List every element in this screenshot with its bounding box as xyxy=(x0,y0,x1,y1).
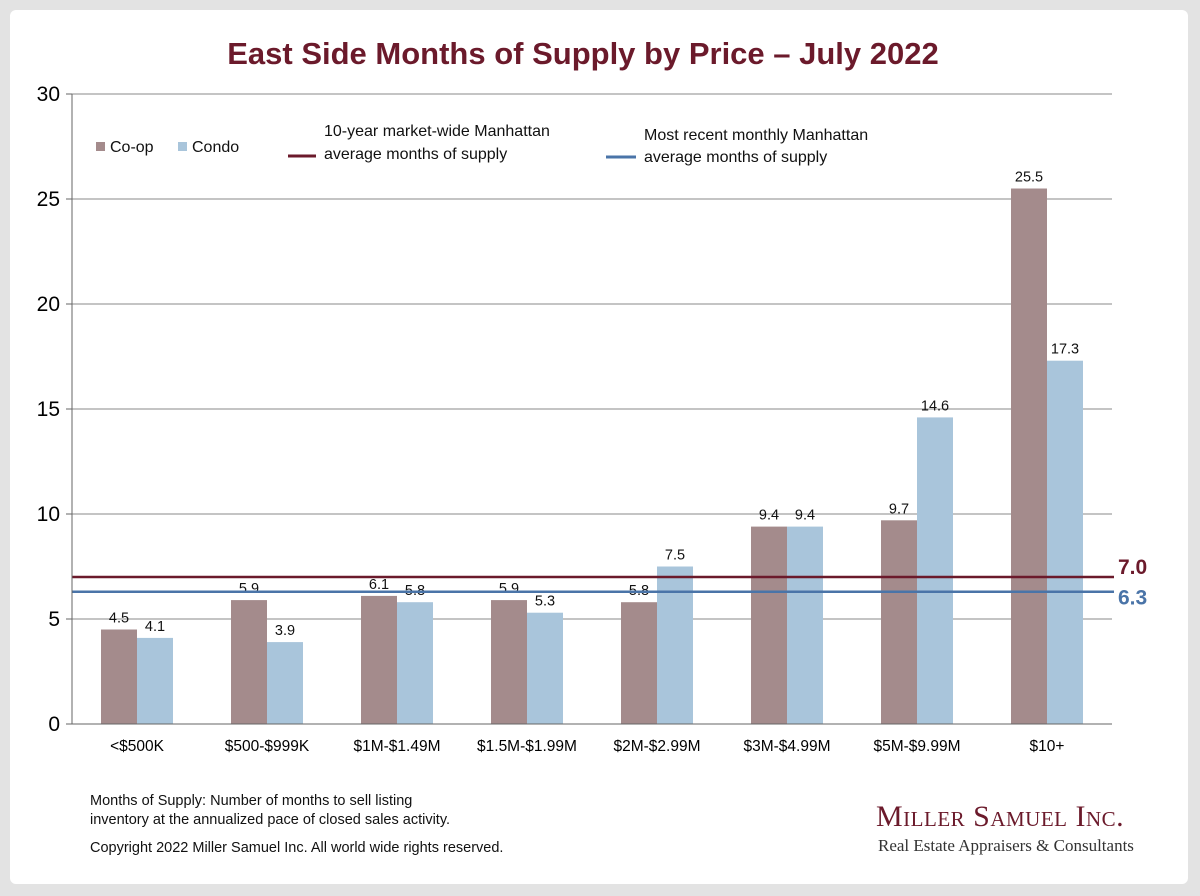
x-category-label: $3M-$4.99M xyxy=(743,738,830,755)
bar-value-label: 9.4 xyxy=(759,508,779,524)
bar-coop xyxy=(881,520,917,724)
y-tick-label: 5 xyxy=(48,608,60,631)
bar-value-label: 9.7 xyxy=(889,501,909,517)
bar-condo xyxy=(657,566,693,724)
bar-condo xyxy=(1047,360,1083,724)
bar-coop xyxy=(621,602,657,724)
legend-label-coop: Co-op xyxy=(110,139,154,156)
copyright: Copyright 2022 Miller Samuel Inc. All wo… xyxy=(90,840,504,856)
bar-value-label: 25.5 xyxy=(1015,170,1043,186)
chart-frame: East Side Months of Supply by Price – Ju… xyxy=(10,10,1188,884)
x-category-label: <$500K xyxy=(110,738,165,755)
bar-value-label: 14.6 xyxy=(921,398,949,414)
reference-lines: 7.06.3 xyxy=(72,556,1147,610)
footnote: Months of Supply: Number of months to se… xyxy=(90,792,450,830)
legend-swatch-condo xyxy=(178,142,187,151)
y-tick-label: 25 xyxy=(37,188,60,211)
bar-condo xyxy=(137,637,173,724)
x-category-label: $1.5M-$1.99M xyxy=(477,738,577,755)
legend-ref-10yr-line2: average months of supply xyxy=(324,146,507,163)
bar-value-label: 4.1 xyxy=(145,619,165,635)
reference-line-value: 7.0 xyxy=(1118,556,1147,579)
bar-value-label: 3.9 xyxy=(275,623,295,639)
bars: 4.54.15.93.96.1 5.8 5.95.35.87.59.4 9.4 9.71… xyxy=(101,170,1083,724)
legend-ref-recent-line2: average months of supply xyxy=(644,149,827,166)
legend: Co-op Condo 10-year market-wide Manhatta… xyxy=(96,123,868,166)
bar-value-label: 9.4 xyxy=(795,508,815,524)
bar-value-label: 4.5 xyxy=(109,611,129,627)
reference-line-value: 6.3 xyxy=(1118,587,1147,610)
footnote-line1: Months of Supply: Number of months to se… xyxy=(90,793,413,809)
legend-swatch-coop xyxy=(96,142,105,151)
legend-ref-recent-line1: Most recent monthly Manhattan xyxy=(644,127,868,144)
y-tick-label: 20 xyxy=(37,293,60,316)
legend-label-condo: Condo xyxy=(192,139,239,156)
y-tick-label: 0 xyxy=(48,713,60,736)
bar-condo xyxy=(397,602,433,724)
logo-name: Miller Samuel Inc. xyxy=(876,800,1125,833)
bar-coop xyxy=(491,600,527,724)
axes xyxy=(71,94,1112,725)
x-category-label: $2M-$2.99M xyxy=(613,738,700,755)
bar-condo xyxy=(267,642,303,724)
bar-value-label: 17.3 xyxy=(1051,342,1079,358)
y-tick-label: 10 xyxy=(37,503,60,526)
bar-coop xyxy=(231,600,267,724)
bar-coop xyxy=(361,595,397,724)
chart-title: East Side Months of Supply by Price – Ju… xyxy=(227,36,939,71)
bar-condo xyxy=(917,417,953,724)
bar-value-label: 7.5 xyxy=(665,548,685,564)
bar-value-label: 5.9 xyxy=(499,581,519,597)
y-tick-label: 30 xyxy=(37,83,60,106)
bar-condo xyxy=(527,612,563,724)
bar-coop xyxy=(1011,188,1047,724)
legend-ref-10yr-line1: 10-year market-wide Manhattan xyxy=(324,123,550,140)
bar-value-label: 5.3 xyxy=(535,594,555,610)
x-axis-categories: <$500K $500-$999K $1M-$1.49M $1.5M-$1.99M $2… xyxy=(110,738,1064,755)
y-tick-label: 15 xyxy=(37,398,60,421)
x-category-label: $5M-$9.99M xyxy=(873,738,960,755)
bar-value-label: 6.1 xyxy=(369,577,389,593)
bar-coop xyxy=(751,526,787,724)
logo-tagline: Real Estate Appraisers & Consultants xyxy=(878,836,1134,855)
footnote-line2: inventory at the annualized pace of clos… xyxy=(90,812,451,828)
grid-lines xyxy=(72,93,1112,620)
bar-value-label: 5.9 xyxy=(239,581,259,597)
bar-chart: East Side Months of Supply by Price – Ju… xyxy=(37,36,1148,755)
x-category-label: $500-$999K xyxy=(225,738,310,755)
y-axis-ticks: 0 5 10 15 20 25 30 xyxy=(37,83,72,736)
bar-condo xyxy=(787,526,823,724)
x-category-label: $1M-$1.49M xyxy=(353,738,440,755)
x-category-label: $10+ xyxy=(1030,738,1065,755)
bar-coop xyxy=(101,629,137,724)
